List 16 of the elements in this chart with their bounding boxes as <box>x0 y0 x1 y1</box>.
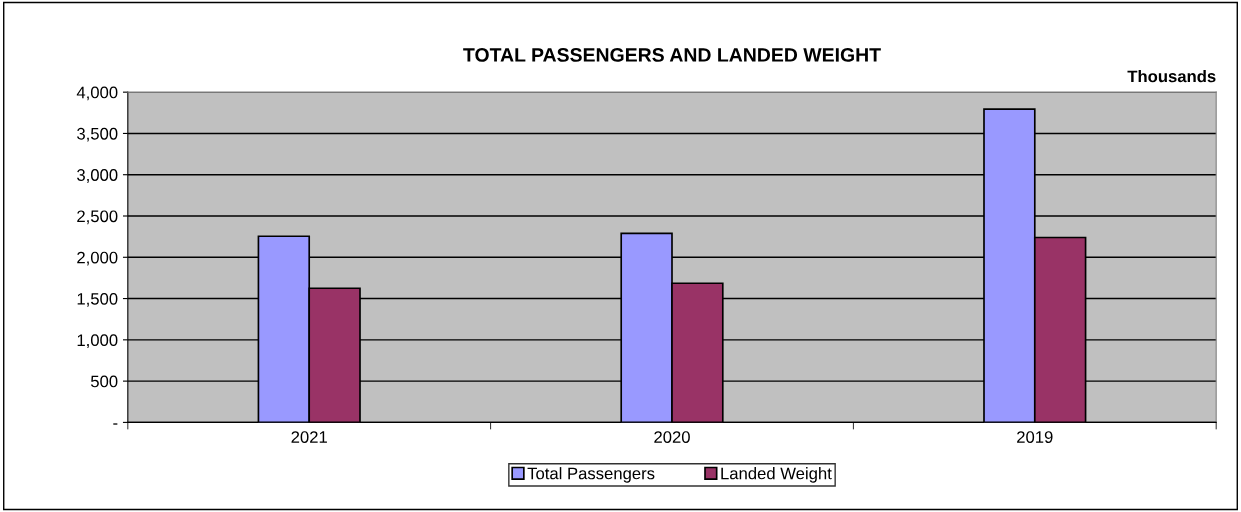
y-tick-label: 4,000 <box>76 86 118 101</box>
y-tick-label: 1,000 <box>77 334 118 349</box>
legend-label: Total Passengers <box>527 467 655 483</box>
x-tick-label: 2019 <box>1017 431 1053 443</box>
y-tick-label: 1,500 <box>77 292 118 307</box>
x-tick-label: 2021 <box>291 431 327 443</box>
text: Thousands <box>1127 70 1216 83</box>
y-tick-label: 3,000 <box>77 169 118 183</box>
y-tick-label: 500 <box>90 375 118 388</box>
y-tick-label: 3,500 <box>77 127 118 142</box>
chart-title: TOTAL PASSENGERS AND LANDED WEIGHT <box>463 48 881 62</box>
y-tick-label: - <box>113 423 118 425</box>
y-tick-label: 2,500 <box>77 210 118 225</box>
x-tick-label: 2020 <box>654 431 690 443</box>
y-tick-label: 2,000 <box>77 251 118 266</box>
legend-label: Landed Weight <box>721 467 832 483</box>
